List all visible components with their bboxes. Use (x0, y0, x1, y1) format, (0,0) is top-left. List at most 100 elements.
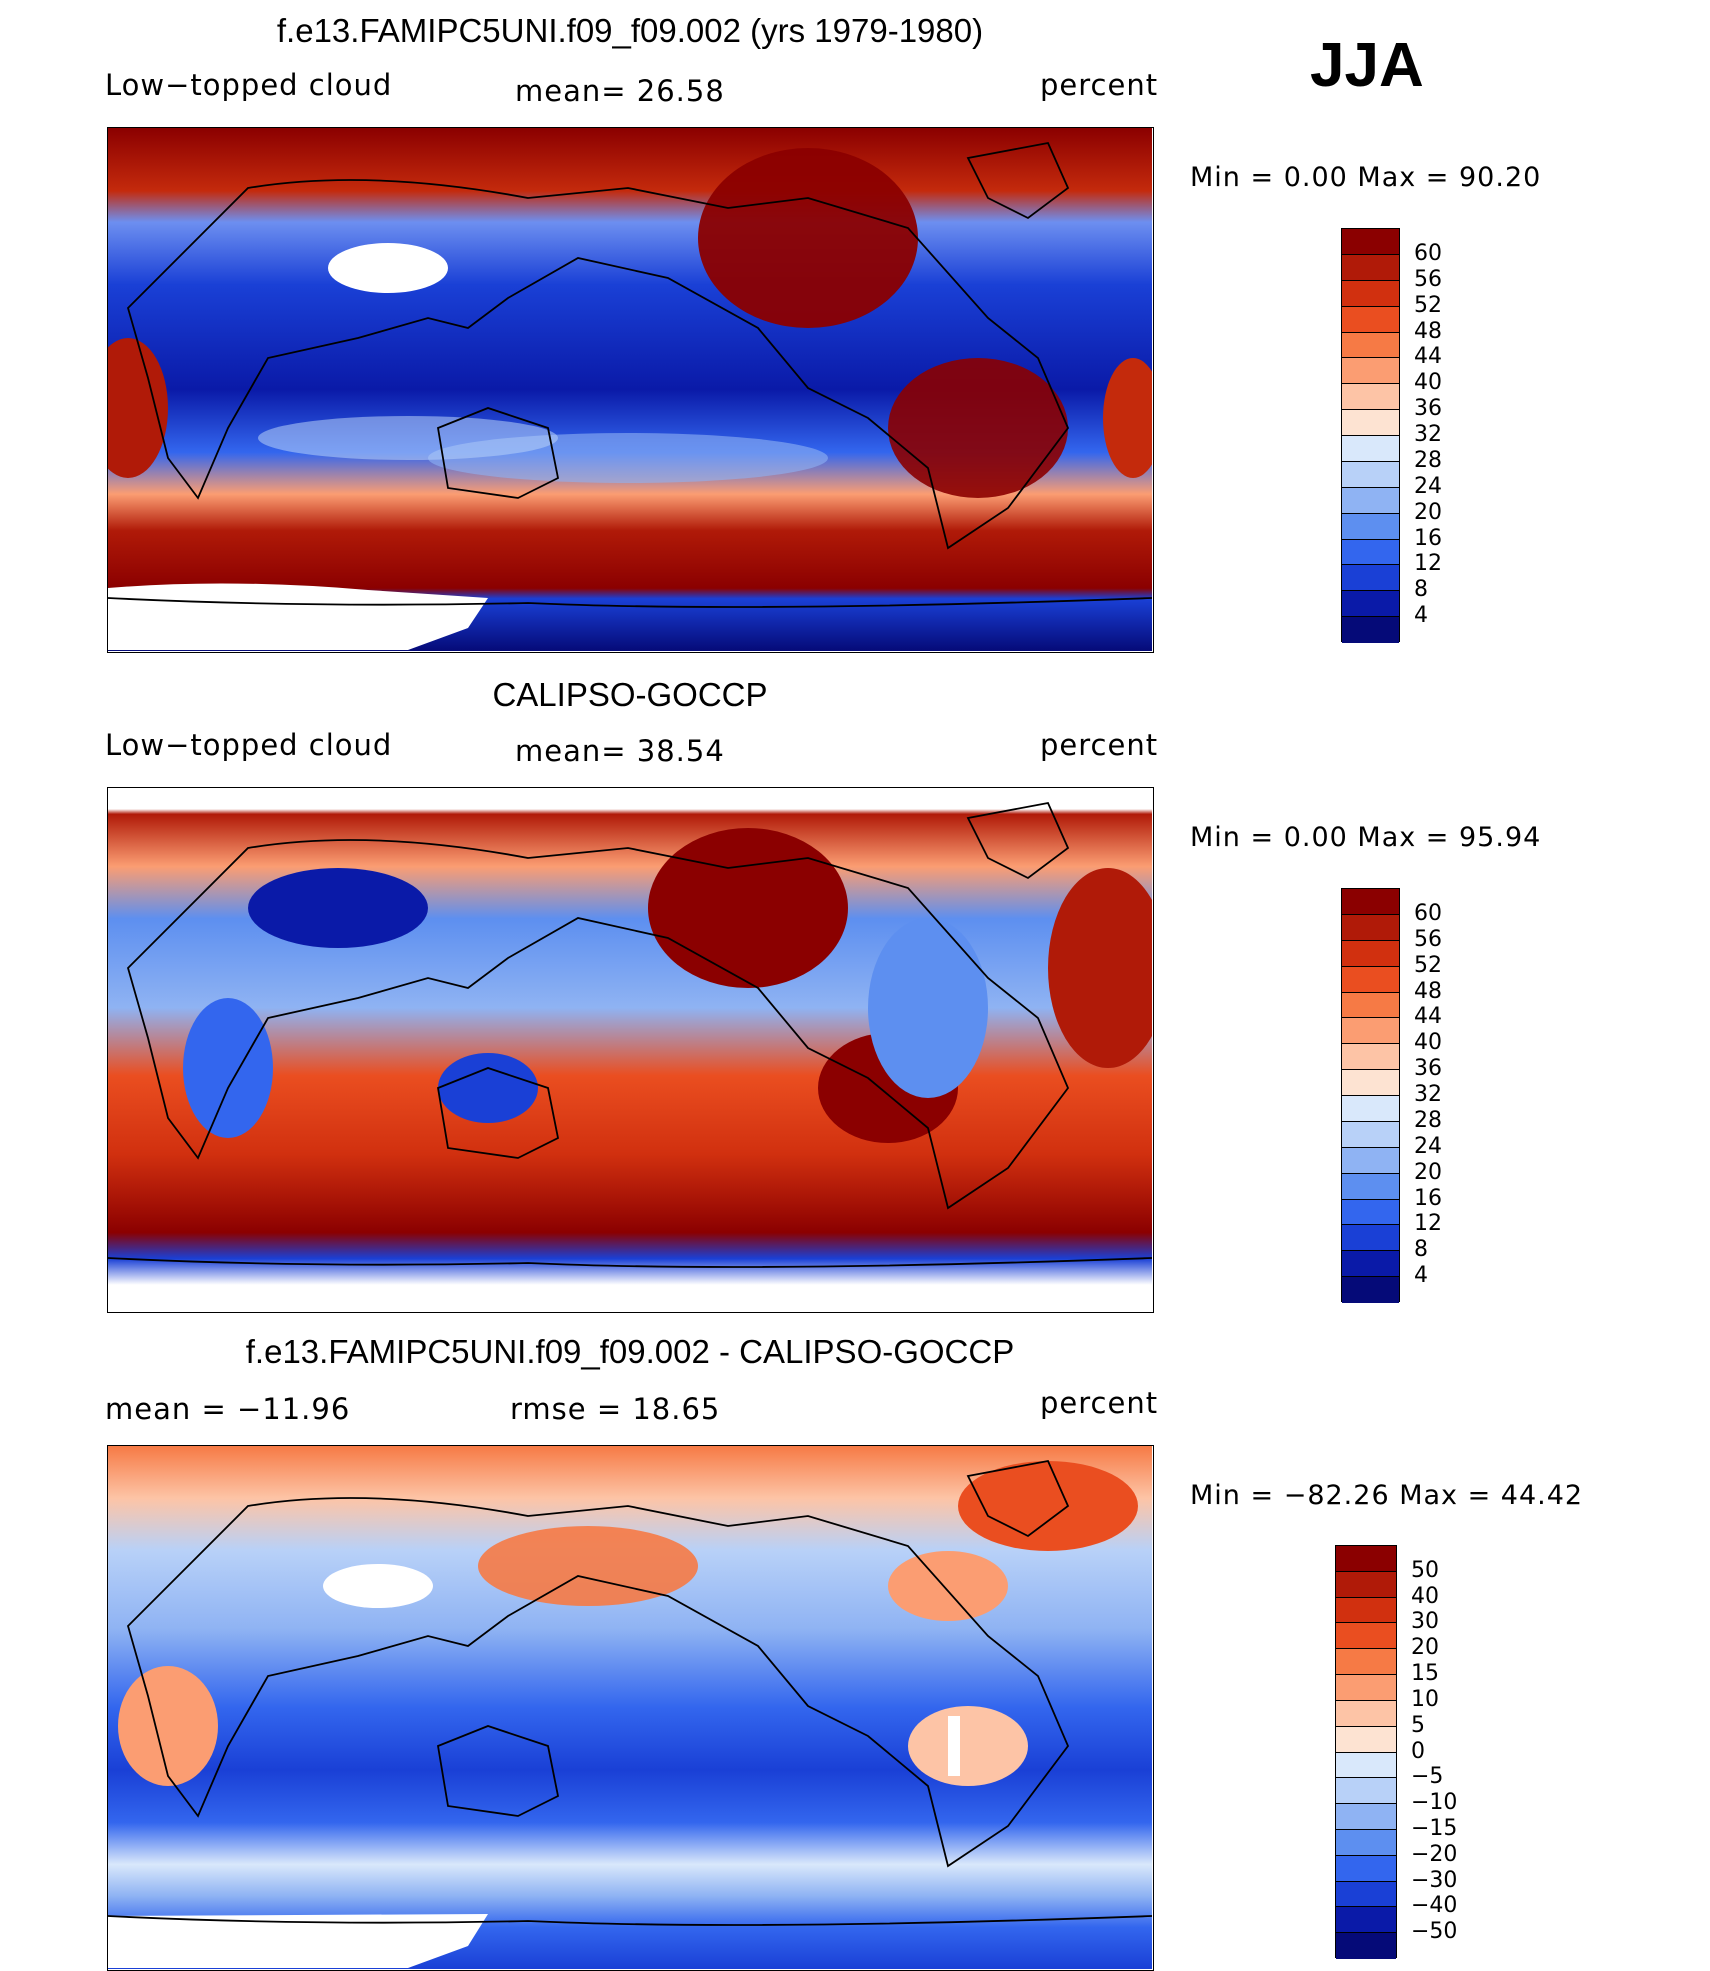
colorbar-swatch (1336, 1752, 1396, 1779)
colorbar-tick-label: 48 (1414, 978, 1442, 1004)
panel-2-variable-label: Low−topped cloud (105, 728, 393, 762)
colorbar-swatch (1342, 229, 1399, 255)
colorbar-swatch (1342, 539, 1399, 566)
colorbar-swatch (1342, 332, 1399, 359)
colorbar-swatch (1342, 1277, 1399, 1303)
panel-3-map (107, 1445, 1154, 1971)
colorbar-tick-label: 4 (1414, 1263, 1428, 1289)
colorbar-tick-label: 20 (1414, 499, 1442, 525)
colorbar-swatch (1342, 591, 1399, 618)
colorbar-tick-label: 15 (1411, 1661, 1439, 1687)
colorbar-tick-label: 60 (1414, 240, 1442, 266)
colorbar-tick-label: 60 (1414, 900, 1442, 926)
colorbar-swatch (1342, 306, 1399, 333)
colorbar-swatch (1342, 1121, 1399, 1148)
colorbar-tick-label: 40 (1411, 1583, 1439, 1609)
colorbar-tick-label: 40 (1414, 1030, 1442, 1056)
colorbar-tick-label: 10 (1411, 1686, 1439, 1712)
colorbar-swatch (1342, 1251, 1399, 1278)
panel-2-minmax: Min = 0.00 Max = 95.94 (1190, 822, 1542, 853)
colorbar-tick-label: 20 (1414, 1159, 1442, 1185)
colorbar-swatch (1342, 992, 1399, 1019)
colorbar-tick-label: 8 (1414, 1237, 1428, 1263)
colorbar-swatch (1342, 358, 1399, 385)
panel-1-colorbar (1341, 228, 1400, 643)
colorbar-tick-label: 36 (1414, 396, 1442, 422)
colorbar-swatch (1342, 1018, 1399, 1045)
colorbar-swatch (1336, 1571, 1396, 1598)
colorbar-swatch (1342, 617, 1399, 643)
colorbar-tick-label: 56 (1414, 266, 1442, 292)
colorbar-tick-label: 16 (1414, 525, 1442, 551)
colorbar-tick-label: 48 (1414, 318, 1442, 344)
colorbar-swatch (1336, 1597, 1396, 1624)
colorbar-tick-label: −5 (1411, 1764, 1444, 1790)
colorbar-tick-label: 28 (1414, 447, 1442, 473)
colorbar-tick-label: 30 (1411, 1609, 1439, 1635)
colorbar-swatch (1336, 1933, 1396, 1959)
panel-2-title: CALIPSO-GOCCP (492, 676, 768, 713)
colorbar-tick-label: 12 (1414, 1211, 1442, 1237)
colorbar-tick-label: −50 (1411, 1919, 1458, 1945)
colorbar-swatch (1342, 914, 1399, 941)
colorbar-swatch (1336, 1623, 1396, 1650)
colorbar-tick-label: 16 (1414, 1185, 1442, 1211)
colorbar-tick-label: 52 (1414, 292, 1442, 318)
colorbar-tick-label: 5 (1411, 1712, 1425, 1738)
colorbar-swatch (1342, 889, 1399, 915)
panel-1-title: f.e13.FAMIPC5UNI.f09_f09.002 (yrs 1979-1… (276, 12, 984, 49)
colorbar-swatch (1336, 1700, 1396, 1727)
panel-3-units-label: percent (1040, 1386, 1159, 1420)
colorbar-tick-label: 8 (1414, 577, 1428, 603)
panel-3-colorbar (1335, 1545, 1397, 1959)
colorbar-tick-label: 24 (1414, 473, 1442, 499)
colorbar-tick-label: 32 (1414, 1082, 1442, 1107)
colorbar-swatch (1336, 1881, 1396, 1908)
colorbar-tick-label: 44 (1414, 344, 1442, 370)
colorbar-tick-label: 12 (1414, 551, 1442, 577)
colorbar-swatch (1336, 1855, 1396, 1882)
colorbar-swatch (1342, 1173, 1399, 1200)
panel-3-minmax: Min = −82.26 Max = 44.42 (1190, 1480, 1584, 1511)
colorbar-tick-label: 4 (1414, 603, 1428, 629)
panel-1-mean-label: mean= 26.58 (515, 74, 725, 108)
panel-3-field (108, 1446, 1152, 1969)
panel-2-colorbar (1341, 888, 1400, 1303)
colorbar-swatch (1336, 1804, 1396, 1830)
colorbar-swatch (1342, 966, 1399, 993)
colorbar-swatch (1342, 940, 1399, 967)
colorbar-swatch (1342, 1225, 1399, 1252)
colorbar-swatch (1342, 1044, 1399, 1071)
colorbar-tick-label: 0 (1411, 1738, 1425, 1764)
panel-2-map (107, 787, 1154, 1313)
colorbar-tick-label: −20 (1411, 1841, 1458, 1867)
colorbar-swatch (1342, 410, 1399, 436)
colorbar-tick-label: 36 (1414, 1056, 1442, 1082)
colorbar-tick-label: 28 (1414, 1107, 1442, 1133)
panel-3-title: f.e13.FAMIPC5UNI.f09_f09.002 - CALIPSO-G… (245, 1333, 1015, 1370)
colorbar-swatch (1342, 436, 1399, 462)
colorbar-swatch (1336, 1649, 1396, 1676)
colorbar-swatch (1342, 461, 1399, 488)
colorbar-swatch (1342, 1070, 1399, 1096)
colorbar-tick-label: 56 (1414, 926, 1442, 952)
season-label: JJA (1310, 31, 1424, 100)
colorbar-swatch (1342, 1147, 1399, 1174)
colorbar-swatch (1336, 1675, 1396, 1701)
colorbar-tick-label: −15 (1411, 1815, 1458, 1841)
panel-1-field (108, 128, 1152, 651)
colorbar-tick-label: 52 (1414, 952, 1442, 978)
colorbar-tick-label: 20 (1411, 1635, 1439, 1661)
panel-1-variable-label: Low−topped cloud (105, 68, 393, 102)
colorbar-swatch (1342, 513, 1399, 540)
colorbar-tick-label: −10 (1411, 1790, 1458, 1816)
panel-1-map (107, 127, 1154, 653)
colorbar-swatch (1336, 1907, 1396, 1934)
colorbar-tick-label: −30 (1411, 1867, 1458, 1893)
panel-1-units-label: percent (1040, 68, 1159, 102)
colorbar-tick-label: 40 (1414, 370, 1442, 396)
colorbar-swatch (1342, 487, 1399, 514)
colorbar-swatch (1336, 1778, 1396, 1805)
colorbar-swatch (1336, 1726, 1396, 1753)
panel-3-rmse-label: rmse = 18.65 (510, 1392, 721, 1426)
